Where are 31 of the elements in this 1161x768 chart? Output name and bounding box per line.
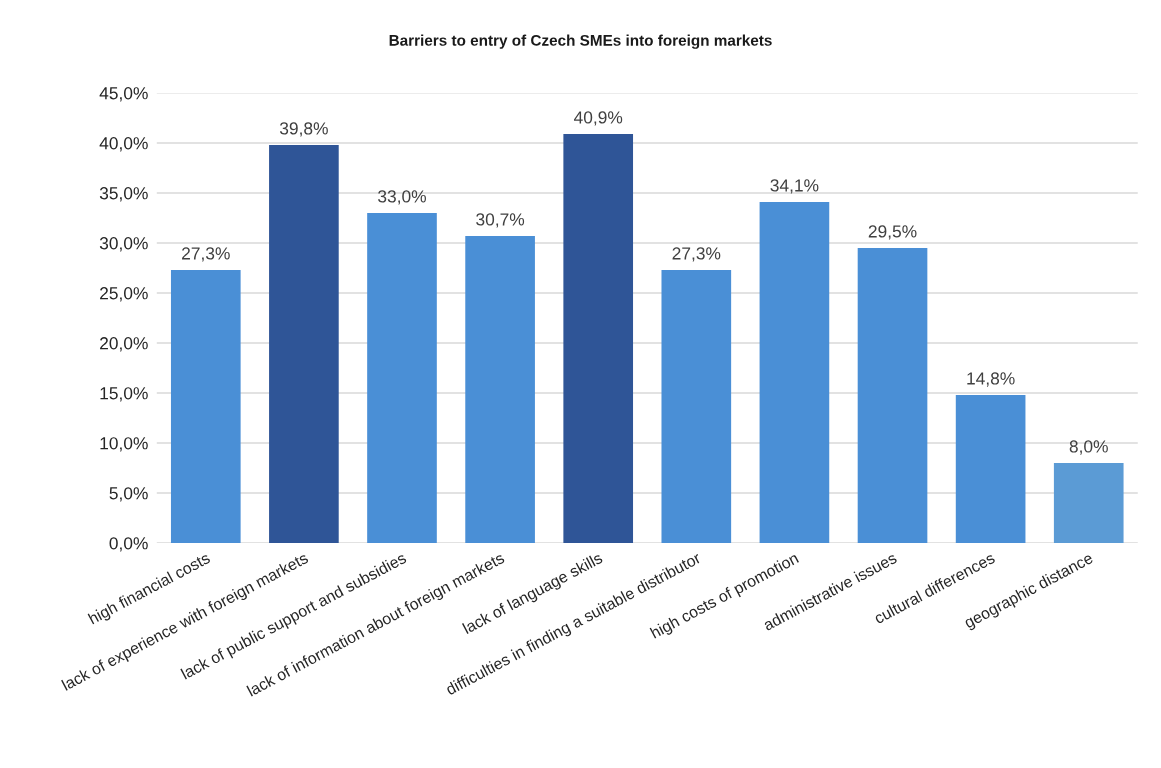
bar — [563, 133, 634, 543]
y-tick-label: 5,0% — [109, 487, 148, 502]
data-label: 40,9% — [573, 111, 623, 126]
y-tick-label: 10,0% — [100, 437, 148, 452]
bar — [661, 269, 732, 543]
y-tick-label: 40,0% — [99, 137, 148, 152]
y-tick-label: 35,0% — [99, 187, 148, 202]
y-tick-label: 20,0% — [100, 337, 148, 352]
y-tick-label: 25,0% — [100, 287, 148, 302]
bar — [955, 394, 1026, 543]
bar — [170, 269, 241, 543]
chart-title: Barriers to entry of Czech SMEs into foreign markets — [389, 34, 772, 49]
y-tick-label: 15,0% — [100, 387, 148, 402]
bar — [759, 201, 830, 543]
y-tick-label: 0,0% — [109, 537, 148, 552]
data-label: 39,8% — [279, 122, 328, 137]
y-tick-label: 30,0% — [99, 237, 148, 252]
data-label: 27,3% — [672, 247, 721, 262]
bar — [367, 212, 437, 543]
bar — [1053, 462, 1124, 543]
y-tick-label: 45,0% — [99, 87, 148, 102]
bar — [857, 247, 928, 543]
data-label: 29,5% — [868, 225, 917, 240]
data-label: 30,7% — [476, 213, 525, 228]
data-label: 27,3% — [182, 247, 230, 262]
bar — [269, 144, 339, 543]
data-label: 14,8% — [967, 372, 1015, 387]
data-label: 33,0% — [378, 190, 426, 205]
data-label: 8,0% — [1069, 440, 1108, 455]
bar — [465, 235, 535, 543]
data-label: 34,1% — [770, 179, 819, 194]
